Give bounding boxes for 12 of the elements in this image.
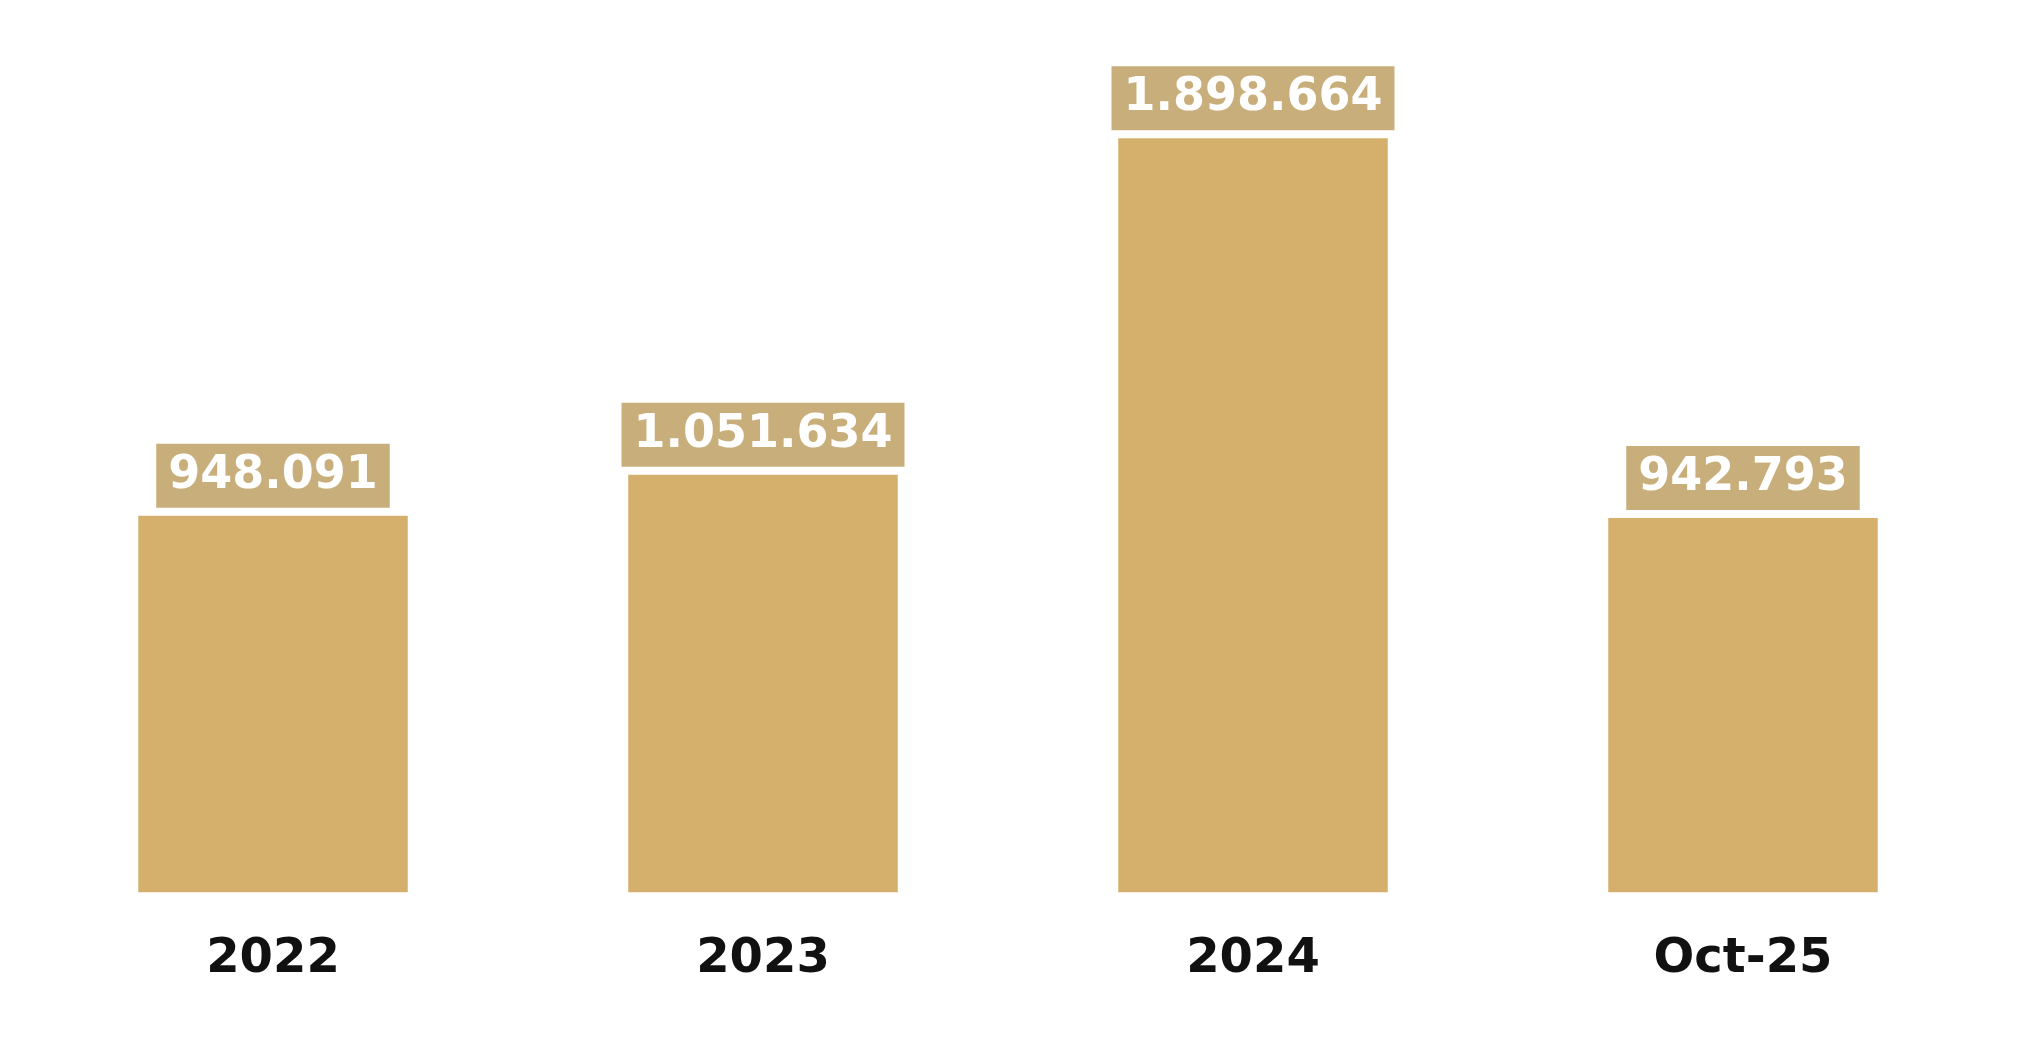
data-label: 1.051.634 bbox=[633, 403, 893, 458]
data-label: 942.793 bbox=[1638, 446, 1848, 501]
bar bbox=[628, 474, 898, 893]
bar bbox=[1608, 517, 1878, 893]
bar bbox=[138, 515, 408, 893]
data-label: 948.091 bbox=[168, 444, 378, 499]
x-tick-label: Oct-25 bbox=[1653, 926, 1833, 983]
data-label: 1.898.664 bbox=[1123, 67, 1383, 122]
x-tick-label: 2023 bbox=[696, 926, 830, 983]
bar bbox=[1118, 138, 1388, 893]
x-tick-label: 2024 bbox=[1186, 926, 1320, 983]
x-tick-label: 2022 bbox=[206, 926, 340, 983]
